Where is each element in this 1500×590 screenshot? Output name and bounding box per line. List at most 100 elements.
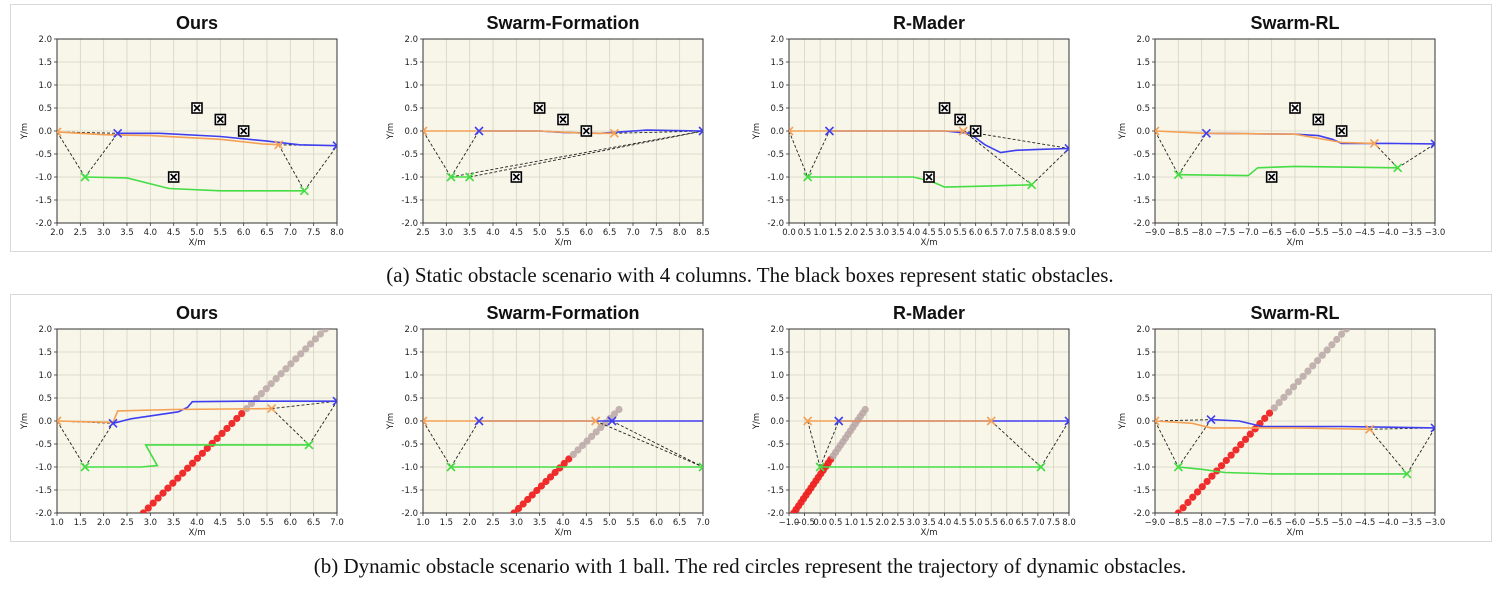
- x-tick-label: 3.0: [97, 228, 111, 238]
- trajectory-orange: [57, 131, 282, 146]
- y-tick-label: 2.0: [404, 325, 418, 335]
- x-tick-label: 3.5: [922, 518, 936, 528]
- x-tick-label: 7.0: [696, 518, 710, 528]
- x-tick-label: 4.0: [938, 518, 952, 528]
- x-axis-label: X/m: [921, 528, 938, 538]
- x-tick-label: −1.0: [779, 518, 800, 528]
- x-tick-label: 5.5: [953, 228, 967, 238]
- ball-position: [537, 482, 545, 490]
- ball-position: [277, 370, 285, 378]
- x-tick-label: −3.5: [1401, 518, 1422, 528]
- formation-link: [271, 400, 337, 410]
- x-tick-label: −6.5: [1261, 518, 1282, 528]
- formation-link: [1040, 420, 1069, 468]
- ball-position: [1251, 425, 1259, 433]
- y-tick-label: 2.0: [404, 35, 418, 45]
- end-marker-blue: [332, 141, 337, 151]
- y-tick-label: 1.5: [770, 58, 784, 68]
- start-marker-green: [1173, 462, 1183, 472]
- trajectory-green: [1178, 466, 1407, 475]
- x-tick-label: 3.0: [510, 518, 524, 528]
- ball-position: [560, 459, 568, 468]
- start-marker-orange: [423, 126, 428, 136]
- y-tick-label: 0.5: [404, 394, 418, 404]
- x-tick-label: 5.0: [969, 518, 983, 528]
- x-tick-label: 1.0: [813, 228, 827, 238]
- x-tick-label: 6.5: [673, 518, 687, 528]
- x-tick-label: 1.5: [74, 518, 88, 528]
- start-marker-green: [1173, 170, 1183, 180]
- x-tick-label: −7.5: [1215, 518, 1236, 528]
- end-marker-blue: [1064, 416, 1069, 426]
- ball-position: [578, 441, 587, 450]
- formation-link: [807, 420, 821, 468]
- y-tick-label: -1.0: [767, 463, 784, 473]
- y-tick-label: 0.0: [38, 417, 52, 427]
- x-tick-label: 4.0: [486, 228, 500, 238]
- ball-position: [272, 375, 280, 383]
- x-tick-label: 4.5: [167, 228, 181, 238]
- end-marker-orange: [958, 126, 968, 136]
- x-tick-label: 8.0: [673, 228, 687, 238]
- y-tick-label: -2.0: [401, 509, 418, 519]
- ball-position: [1184, 498, 1192, 507]
- y-tick-label: 0.5: [38, 104, 52, 114]
- plot-content: [57, 102, 337, 196]
- formation-link: [1155, 420, 1179, 468]
- x-tick-label: 7.5: [307, 228, 321, 238]
- y-tick-label: -0.5: [1133, 440, 1150, 450]
- end-marker-green: [1402, 469, 1412, 479]
- chart-svg: Swarm-RL −9.0 −8.5 −8.0 −7.5 −7.0 −6.5 −6.0 −5.5…: [1118, 303, 1445, 538]
- x-tick-label: 4.5: [922, 228, 936, 238]
- x-tick-label: −5.0: [1331, 518, 1352, 528]
- y-tick-label: 1.5: [1136, 58, 1150, 68]
- ball-position: [597, 423, 605, 432]
- y-tick-label: 0.0: [1136, 127, 1150, 137]
- ball-position: [615, 405, 623, 414]
- formation-link: [595, 420, 703, 468]
- ball-position: [238, 409, 246, 418]
- y-axis-label: Y/m: [1118, 413, 1128, 430]
- end-marker-orange: [267, 404, 277, 414]
- x-tick-label: 4.0: [190, 518, 204, 528]
- plot-content: [1155, 102, 1435, 183]
- end-marker-blue: [332, 396, 337, 406]
- end-marker-orange: [986, 416, 996, 426]
- end-marker-blue: [607, 416, 617, 426]
- x-tick-label: 4.5: [580, 518, 594, 528]
- x-tick-label: 2.0: [50, 228, 64, 238]
- static-obstacle: [533, 102, 546, 114]
- formation-link: [278, 144, 305, 192]
- ball-position: [1241, 435, 1250, 443]
- x-tick-label: 3.5: [120, 228, 134, 238]
- x-tick-label: 2.0: [463, 518, 477, 528]
- x-tick-label: 4.5: [953, 518, 967, 528]
- formation-link: [423, 130, 452, 178]
- ball-position: [1309, 362, 1317, 370]
- end-marker-green: [698, 462, 703, 472]
- x-tick-label: −3.5: [1401, 228, 1422, 238]
- ball-position: [528, 491, 536, 499]
- trajectory-green: [84, 176, 305, 192]
- ball-position: [565, 455, 573, 463]
- ball-position: [1208, 472, 1216, 480]
- ball-position: [1313, 356, 1322, 365]
- ball-position: [164, 484, 172, 492]
- y-axis-label: Y/m: [1118, 123, 1128, 140]
- trajectory-green: [1178, 165, 1398, 177]
- x-tick-label: 1.5: [440, 518, 454, 528]
- ball-position: [292, 355, 300, 363]
- y-tick-label: -2.0: [35, 219, 52, 229]
- x-tick-label: 2.5: [860, 228, 874, 238]
- formation-link: [819, 420, 840, 468]
- ball-position: [588, 432, 596, 441]
- y-tick-label: -1.5: [1133, 196, 1150, 206]
- static-obstacle: [938, 102, 951, 114]
- ball-position: [321, 329, 329, 333]
- ball-position: [1232, 446, 1240, 454]
- end-marker-green: [299, 186, 309, 196]
- ball-position: [574, 446, 582, 454]
- y-tick-label: 1.5: [38, 58, 52, 68]
- x-tick-label: 6.5: [260, 228, 274, 238]
- start-marker-blue: [474, 126, 484, 136]
